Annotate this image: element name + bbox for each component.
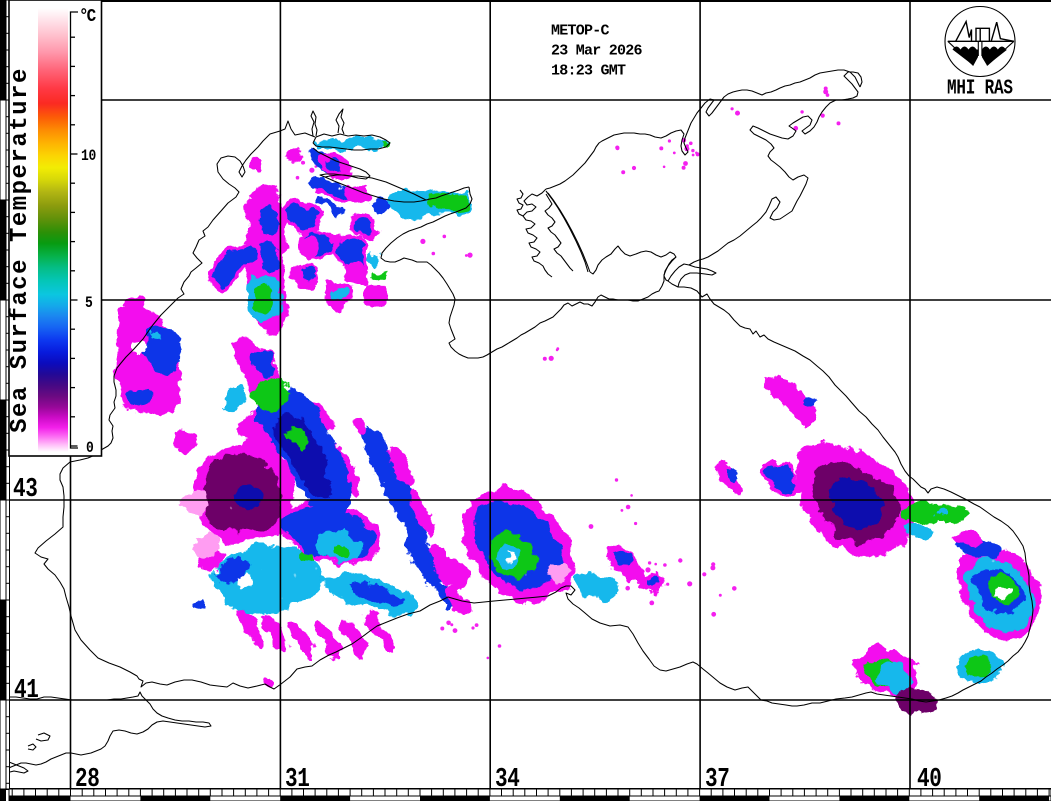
svg-text:34: 34 [495, 765, 519, 795]
svg-text:10: 10 [81, 148, 96, 165]
svg-text:5: 5 [85, 295, 92, 312]
svg-text:37: 37 [705, 765, 729, 795]
svg-text:°C: °C [79, 7, 96, 27]
svg-text:Sea Surface Temperature: Sea Surface Temperature [7, 67, 34, 433]
svg-text:METOP-C: METOP-C [551, 23, 610, 40]
svg-text:43: 43 [13, 475, 37, 505]
svg-text:28: 28 [75, 765, 99, 795]
svg-text:31: 31 [285, 765, 309, 795]
svg-text:23 Mar 2026: 23 Mar 2026 [551, 43, 643, 60]
svg-text:0: 0 [86, 440, 93, 457]
svg-text:18:23 GMT: 18:23 GMT [551, 63, 626, 80]
svg-text:41: 41 [14, 676, 38, 706]
svg-text:MHI RAS: MHI RAS [947, 77, 1013, 101]
svg-text:40: 40 [917, 765, 941, 795]
